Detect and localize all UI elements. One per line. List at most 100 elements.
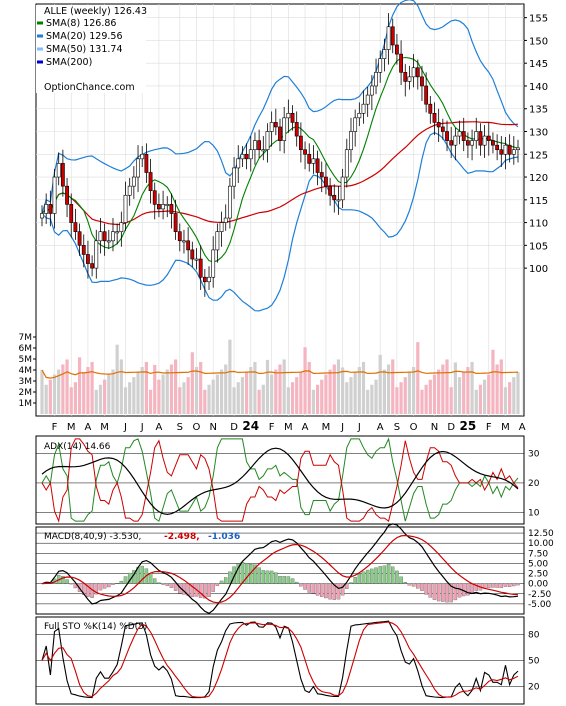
- volume-bar: [412, 367, 416, 414]
- volume-bar: [420, 389, 424, 414]
- candle-body: [491, 140, 495, 146]
- candle: [215, 223, 220, 263]
- volume-bar: [332, 364, 336, 414]
- macd-histogram-bar: [244, 563, 249, 584]
- price-tick-label: 110: [529, 219, 548, 230]
- candle: [378, 50, 383, 83]
- macd-histogram-bar: [198, 583, 203, 598]
- month-label: N: [209, 422, 216, 433]
- macd-histogram-bar: [261, 570, 266, 584]
- candle: [420, 65, 424, 101]
- month-label: M: [322, 422, 331, 433]
- volume-bar: [140, 367, 144, 414]
- volume-bar: [224, 364, 228, 414]
- candle-body: [286, 112, 291, 119]
- volume-bar: [132, 377, 136, 414]
- adx-tick-label: 10: [528, 508, 540, 518]
- candle: [374, 58, 378, 95]
- macd-histogram-bar: [403, 582, 408, 584]
- volume-bar: [161, 374, 165, 414]
- candle: [244, 143, 249, 170]
- candle-body: [248, 149, 253, 160]
- sto-label: Full STO %K(14) %D(5): [44, 622, 147, 632]
- candle: [194, 248, 199, 270]
- candle-body: [420, 76, 424, 87]
- candle-body: [131, 176, 136, 187]
- legend-label: SMA(200): [46, 57, 92, 68]
- macd-histogram-bar: [286, 576, 291, 584]
- volume-bar: [295, 377, 299, 414]
- macd-histogram-bar: [169, 583, 174, 588]
- volume-tick-label: 6M: [19, 344, 33, 354]
- macd-histogram-bar: [165, 583, 170, 586]
- candle: [453, 127, 458, 161]
- macd-histogram-bar: [219, 580, 224, 584]
- volume-bar: [382, 369, 386, 414]
- candle: [478, 123, 483, 156]
- candle-body: [278, 126, 282, 141]
- macd-tick-label: 10.00: [528, 539, 554, 549]
- volume-bar: [311, 389, 316, 414]
- price-tick-label: 140: [529, 82, 548, 93]
- macd-tick-label: 12.50: [528, 529, 554, 539]
- candle: [152, 182, 157, 220]
- macd-histogram-bar: [361, 571, 366, 584]
- candle-body: [111, 231, 115, 242]
- candle-body: [395, 44, 399, 55]
- candle: [106, 229, 111, 249]
- volume-bar: [324, 374, 328, 414]
- macd-histogram-bar: [274, 572, 278, 584]
- volume-bar: [40, 370, 44, 414]
- macd-tick-label: 0.00: [528, 580, 548, 590]
- candle-body: [157, 204, 161, 210]
- candle: [186, 227, 191, 265]
- candle: [449, 126, 454, 158]
- month-label: A: [155, 422, 162, 433]
- volume-bar: [487, 374, 491, 414]
- candle-body: [140, 153, 145, 160]
- volume-tick-label: 7M: [19, 333, 33, 343]
- candle-body: [86, 254, 90, 264]
- candle-body: [315, 158, 320, 173]
- candle-body: [457, 131, 462, 137]
- volume-bar: [495, 364, 499, 414]
- volume-bar: [378, 354, 382, 414]
- volume-tick-label: 1M: [19, 399, 33, 409]
- volume-bar: [457, 377, 462, 414]
- candle: [248, 136, 253, 172]
- adx-tick-label: 30: [528, 450, 540, 460]
- macd-histogram-bar: [107, 583, 111, 588]
- volume-bar: [48, 379, 52, 414]
- candle-body: [273, 122, 278, 128]
- volume-bar: [482, 379, 487, 414]
- volume-bar: [148, 389, 153, 414]
- candle: [173, 199, 178, 240]
- candle-body: [69, 204, 74, 223]
- candle-body: [361, 103, 366, 114]
- macd-histogram-bar: [311, 583, 316, 594]
- month-label: J: [357, 422, 361, 433]
- volume-tick-label: 4M: [19, 366, 33, 376]
- candle-body: [340, 176, 345, 201]
- volume-bar: [232, 387, 236, 414]
- candle-body: [136, 158, 140, 178]
- adx-line: [41, 447, 519, 516]
- macd-histogram-bar: [152, 578, 157, 584]
- macd-hist-value: -1.036: [208, 532, 240, 542]
- macd-histogram-bar: [65, 579, 69, 584]
- candle-body: [194, 258, 199, 261]
- candle: [440, 118, 445, 140]
- candle: [428, 95, 433, 124]
- volume-bar: [286, 387, 290, 414]
- candle: [353, 109, 358, 147]
- candle-body: [211, 249, 216, 278]
- candle: [495, 134, 500, 161]
- macd-histogram-bar: [111, 583, 115, 585]
- macd-tick-label: -5.00: [528, 600, 552, 610]
- macd-histogram-bar: [320, 583, 324, 597]
- volume-tick-label: 3M: [19, 377, 33, 387]
- macd-histogram-bar: [257, 567, 261, 584]
- candle-body: [253, 140, 257, 151]
- candle-body: [386, 26, 391, 50]
- candle-body: [453, 135, 458, 146]
